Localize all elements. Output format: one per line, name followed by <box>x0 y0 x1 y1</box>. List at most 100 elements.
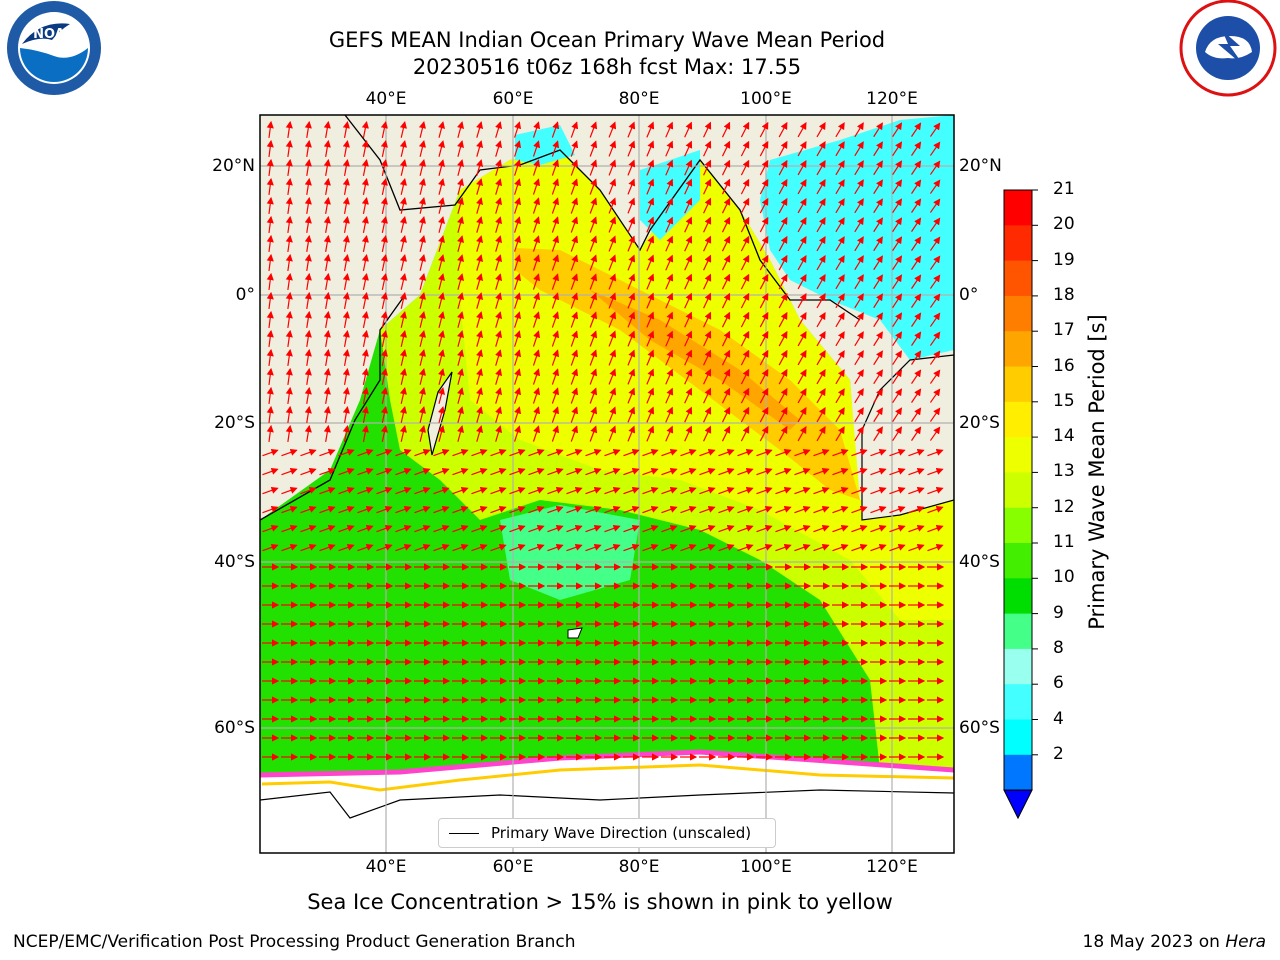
wave-arrow <box>380 178 388 195</box>
wave-arrow <box>285 234 293 253</box>
wave-arrow <box>342 215 350 233</box>
wave-arrow <box>570 273 579 290</box>
wave-arrow <box>756 505 773 514</box>
wave-arrow <box>457 330 464 347</box>
wave-arrow <box>566 505 583 514</box>
wave-arrow <box>892 179 903 195</box>
wave-arrow <box>699 505 716 514</box>
wave-arrow <box>911 426 922 441</box>
wave-arrow <box>476 235 484 252</box>
wave-arrow <box>532 197 541 214</box>
wave-arrow <box>532 425 541 442</box>
wave-arrow <box>304 329 312 347</box>
wave-arrow <box>627 311 636 328</box>
wave-arrow <box>718 505 735 514</box>
wave-arrow <box>851 467 868 476</box>
wave-arrow <box>266 215 274 234</box>
wave-arrow <box>361 348 369 366</box>
wave-arrow <box>892 160 903 176</box>
footer-date: 18 May 2023 on Hera <box>1083 932 1267 952</box>
wave-arrow <box>262 486 279 495</box>
wave-arrow <box>759 121 769 138</box>
wave-arrow <box>797 235 807 252</box>
wave-arrow <box>438 216 445 233</box>
colorbar-swatch <box>1004 719 1032 756</box>
wave-arrow <box>361 253 369 271</box>
wave-arrow <box>646 330 655 347</box>
wave-arrow <box>775 524 792 533</box>
wave-arrow <box>514 311 522 328</box>
colorbar-frame <box>1003 189 1033 791</box>
wave-arrow <box>495 425 503 442</box>
wave-arrow <box>570 311 579 328</box>
wave-arrow <box>684 330 693 347</box>
wave-arrow <box>380 159 388 176</box>
wave-arrow <box>361 177 369 195</box>
wave-arrow <box>870 448 887 457</box>
wave-arrow <box>794 524 811 533</box>
wave-arrow <box>570 406 579 423</box>
wave-arrow <box>721 121 731 138</box>
sea-ice-inner <box>261 763 954 792</box>
wave-arrow <box>338 505 355 514</box>
wave-arrow <box>551 254 560 271</box>
wave-arrow <box>851 543 868 552</box>
wave-arrow <box>816 255 826 271</box>
colorbar-tick-label: 21 <box>1053 179 1075 199</box>
wave-arrow <box>627 387 636 404</box>
wave-arrow <box>908 486 925 495</box>
wave-arrow <box>740 121 750 138</box>
wave-arrow <box>418 121 426 138</box>
wave-arrow <box>835 407 845 423</box>
wave-arrow <box>471 524 488 533</box>
wave-arrow <box>438 140 445 157</box>
wave-arrow <box>684 387 693 404</box>
wave-arrow <box>589 178 598 195</box>
wave-arrow <box>642 543 659 552</box>
wave-arrow <box>759 254 769 271</box>
wave-arrow <box>646 273 655 290</box>
wave-arrow <box>873 350 883 366</box>
wave-arrow <box>532 140 541 157</box>
wave-arrow <box>476 406 484 423</box>
wave-arrow <box>835 293 845 309</box>
wave-arrow <box>376 448 393 457</box>
wave-arrow <box>300 524 317 533</box>
colorbar-tick-label: 11 <box>1053 532 1075 552</box>
wave-arrow <box>304 424 312 442</box>
wave-arrow <box>703 273 712 290</box>
wave-arrow <box>495 330 503 347</box>
wave-arrow <box>703 387 712 404</box>
wave-arrow <box>684 349 693 366</box>
wave-arrow <box>380 197 388 214</box>
wave-arrow <box>816 179 826 195</box>
wave-arrow <box>399 406 407 423</box>
wave-arrow <box>797 121 807 138</box>
wave-arrow <box>775 448 792 457</box>
wave-arrow <box>627 197 636 214</box>
colorbar-swatch <box>1004 507 1032 544</box>
legend-label: Primary Wave Direction (unscaled) <box>491 824 752 842</box>
wave-arrow <box>589 254 598 271</box>
wave-arrow <box>361 196 369 214</box>
wave-arrow <box>399 140 407 157</box>
wave-arrow <box>338 524 355 533</box>
wave-arrow <box>304 215 312 233</box>
wave-arrow <box>380 311 388 328</box>
wave-arrow <box>646 368 655 385</box>
wave-arrow <box>266 310 274 329</box>
wave-arrow <box>680 448 697 457</box>
wave-arrow <box>285 405 293 424</box>
wave-arrow <box>285 272 293 291</box>
wave-arrow <box>813 524 830 533</box>
wave-arrow <box>528 524 545 533</box>
wave-arrow <box>457 140 464 157</box>
wave-arrow <box>604 505 621 514</box>
colorbar-tick-label: 2 <box>1053 743 1064 764</box>
wave-arrow <box>566 543 583 552</box>
wave-arrow <box>911 331 922 346</box>
wave-arrow <box>665 159 674 176</box>
colorbar-swatch <box>1004 331 1032 367</box>
wave-arrow <box>642 467 659 476</box>
wave-arrow <box>399 254 407 271</box>
